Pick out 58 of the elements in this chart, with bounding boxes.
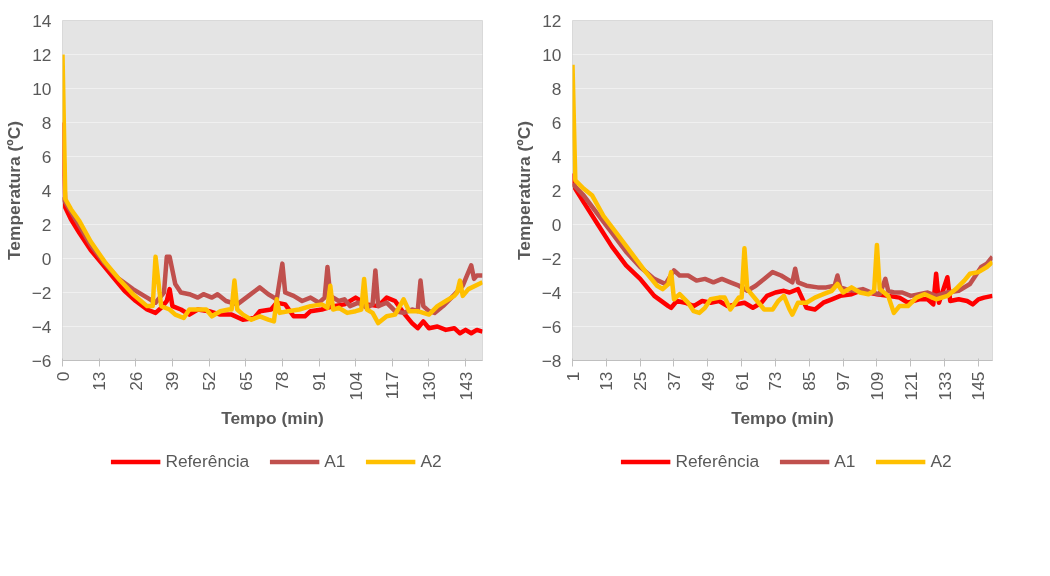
y-axis-title: Temperatura (ºC) xyxy=(3,121,24,260)
y-tick-label: −2 xyxy=(541,248,562,269)
legend-label: A1 xyxy=(834,450,856,472)
y-tick-label: 2 xyxy=(41,214,52,235)
x-tick-label: 39 xyxy=(162,371,183,391)
legend-label: A1 xyxy=(324,450,346,472)
legend-label: Referência xyxy=(675,450,760,472)
legend-label: Referência xyxy=(165,450,250,472)
y-tick-label: −4 xyxy=(541,282,562,303)
legend-label: A2 xyxy=(420,450,442,472)
x-tick-label: 104 xyxy=(345,371,366,401)
x-tick-label: 1 xyxy=(562,371,583,382)
y-tick-label: 4 xyxy=(41,180,52,201)
y-tick-label: 12 xyxy=(32,44,52,65)
y-tick-label: −6 xyxy=(541,316,562,337)
line-series xyxy=(572,62,993,317)
y-tick-label: 10 xyxy=(542,44,562,65)
x-tick-label: 143 xyxy=(455,371,476,401)
y-tick-label: −2 xyxy=(31,282,52,303)
y-tick-label: 14 xyxy=(32,10,52,31)
y-tick-label: −4 xyxy=(31,316,52,337)
y-tick-label: −8 xyxy=(541,350,562,371)
y-tick-label: 0 xyxy=(41,248,52,269)
y-tick-label: 8 xyxy=(551,78,562,99)
x-tick-label: 78 xyxy=(272,371,293,391)
legend-label: A2 xyxy=(930,450,952,472)
x-tick-label: 13 xyxy=(89,371,110,391)
x-tick-label: 145 xyxy=(968,371,989,401)
x-axis-title: Tempo (min) xyxy=(221,408,324,429)
x-tick-label: 133 xyxy=(934,371,955,401)
y-tick-label: 4 xyxy=(551,146,562,167)
y-tick-label: 2 xyxy=(551,180,562,201)
x-tick-label: 37 xyxy=(663,371,684,391)
x-tick-label: 121 xyxy=(900,371,921,401)
x-axis-title: Tempo (min) xyxy=(731,408,834,429)
x-tick-label: 13 xyxy=(596,371,617,391)
x-tick-label: 91 xyxy=(309,371,330,391)
y-tick-label: 6 xyxy=(551,112,562,133)
x-tick-label: 26 xyxy=(125,371,146,391)
x-tick-label: 49 xyxy=(697,371,718,391)
x-tick-label: 85 xyxy=(799,371,820,391)
x-tick-label: 61 xyxy=(731,371,752,391)
x-tick-label: 73 xyxy=(765,371,786,391)
y-tick-label: 10 xyxy=(32,78,52,99)
y-tick-label: 6 xyxy=(41,146,52,167)
x-tick-label: 109 xyxy=(866,371,887,401)
x-tick-label: 97 xyxy=(833,371,854,391)
x-tick-label: 52 xyxy=(199,371,220,391)
y-tick-label: 0 xyxy=(551,214,562,235)
x-tick-label: 25 xyxy=(630,371,651,391)
x-tick-label: 117 xyxy=(382,371,403,400)
y-tick-label: 8 xyxy=(41,112,52,133)
y-axis-title: Temperatura (ºC) xyxy=(513,121,534,260)
y-tick-label: 12 xyxy=(542,10,562,31)
x-tick-label: 0 xyxy=(52,371,73,382)
x-tick-label: 130 xyxy=(418,371,439,401)
x-tick-label: 65 xyxy=(235,371,256,391)
y-tick-label: −6 xyxy=(31,350,52,371)
